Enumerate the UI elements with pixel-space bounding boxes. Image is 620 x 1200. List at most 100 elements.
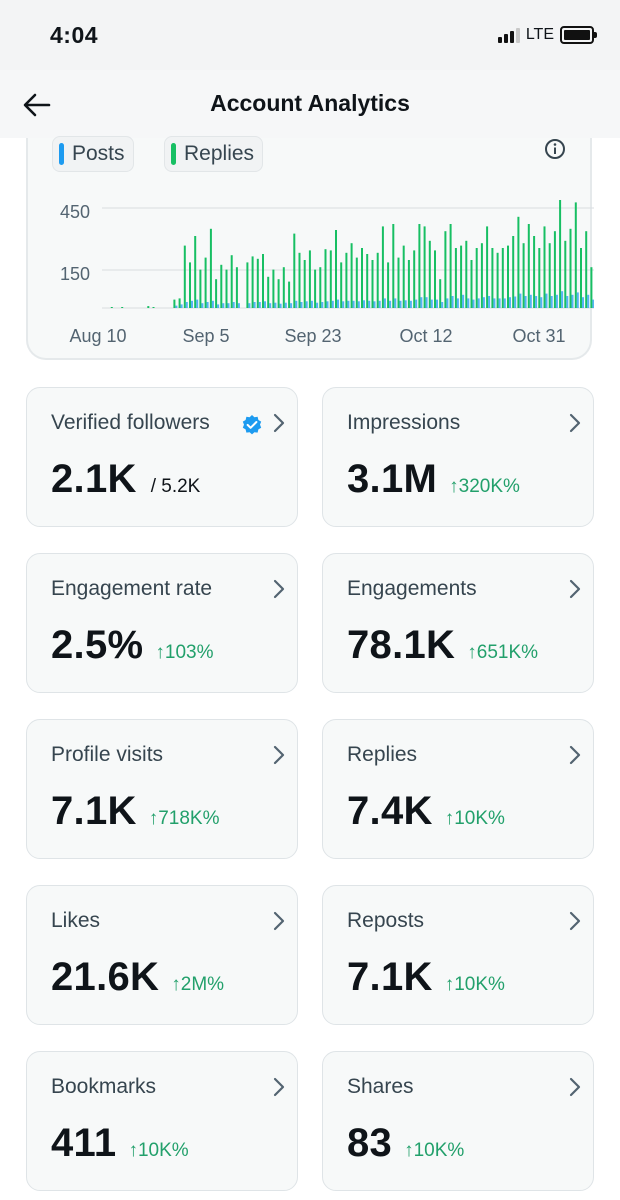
bar-posts xyxy=(576,292,579,308)
bar-posts xyxy=(357,301,360,308)
bar-posts xyxy=(295,300,298,308)
metric-label: Reposts xyxy=(347,909,425,932)
x-tick-label: Aug 10 xyxy=(69,326,126,346)
bar-posts xyxy=(389,300,392,308)
metric-value-row: 7.1K ↑10K% xyxy=(347,955,505,1000)
metric-card-verified-followers[interactable]: Verified followers 2.1K / 5.2K xyxy=(26,387,298,527)
bar-replies xyxy=(580,248,582,308)
bar-replies xyxy=(189,262,191,308)
info-icon[interactable] xyxy=(544,138,566,160)
bar-replies xyxy=(251,256,254,308)
bar-posts xyxy=(415,299,418,308)
bar-posts xyxy=(316,302,319,308)
bar-replies xyxy=(209,228,212,308)
metric-value-row: 2.1K / 5.2K xyxy=(51,457,200,502)
metric-value-row: 7.4K ↑10K% xyxy=(347,789,505,834)
bar-replies xyxy=(434,250,436,308)
metric-card-bookmarks[interactable]: Bookmarks 411 ↑10K% xyxy=(26,1051,298,1191)
bar-replies xyxy=(199,269,202,308)
bar-posts xyxy=(196,299,199,308)
metric-value: 2.5% xyxy=(51,623,144,667)
metric-change: ↑10K% xyxy=(404,1140,465,1161)
metric-card-engagements[interactable]: Engagements 78.1K ↑651K% xyxy=(322,553,594,693)
bar-replies xyxy=(121,307,124,308)
bar-replies xyxy=(585,231,588,308)
bar-replies xyxy=(366,254,369,308)
bar-posts xyxy=(253,302,256,308)
bar-replies xyxy=(246,262,249,308)
bar-posts xyxy=(571,294,574,308)
y-tick-label: 450 xyxy=(60,202,90,222)
bar-replies xyxy=(444,231,447,308)
bar-posts xyxy=(477,298,480,308)
bar-replies xyxy=(407,260,410,308)
bar-replies xyxy=(204,257,207,308)
bar-replies xyxy=(282,267,285,308)
metric-card-profile-visits[interactable]: Profile visits 7.1K ↑718K% xyxy=(26,719,298,859)
bar-replies xyxy=(272,269,275,308)
bar-posts xyxy=(368,300,371,308)
metric-card-shares[interactable]: Shares 83 ↑10K% xyxy=(322,1051,594,1191)
bar-replies xyxy=(501,248,504,308)
analytics-chart-card: Posts Replies 450 150 Aug 10 Sep 5 Sep 2… xyxy=(26,136,594,360)
bar-replies xyxy=(267,276,270,308)
bar-posts xyxy=(498,298,501,308)
legend-posts-label: Posts xyxy=(72,142,125,165)
bar-replies xyxy=(517,216,520,308)
bar-posts xyxy=(456,298,459,308)
bar-posts xyxy=(561,291,564,308)
bar-replies xyxy=(387,262,390,308)
metric-card-reposts[interactable]: Reposts 7.1K ↑10K% xyxy=(322,885,594,1025)
legend-replies-label: Replies xyxy=(184,142,255,165)
metric-card-replies[interactable]: Replies 7.4K ↑10K% xyxy=(322,719,594,859)
bar-posts xyxy=(592,299,594,308)
bar-posts xyxy=(519,293,522,308)
metric-label: Verified followers xyxy=(51,411,210,434)
back-arrow-icon[interactable] xyxy=(22,90,52,120)
bar-posts xyxy=(248,303,251,308)
metric-label: Likes xyxy=(51,909,101,932)
bar-posts xyxy=(352,300,355,308)
bar-replies xyxy=(314,269,317,308)
bar-posts xyxy=(331,300,334,308)
bar-posts xyxy=(175,305,178,308)
bar-posts xyxy=(258,302,261,308)
metric-change: ↑718K% xyxy=(148,808,220,829)
metric-value-row: 78.1K ↑651K% xyxy=(347,623,538,668)
bar-posts xyxy=(269,303,272,308)
bar-posts xyxy=(535,296,538,308)
metric-label: Impressions xyxy=(347,411,461,434)
metric-value-row: 21.6K ↑2M% xyxy=(51,955,224,1000)
bar-replies xyxy=(308,250,311,308)
bar-replies xyxy=(507,245,509,308)
bar-posts xyxy=(503,298,506,308)
bar-posts xyxy=(373,301,376,308)
bar-posts xyxy=(264,301,266,308)
bar-replies xyxy=(173,299,176,308)
bar-replies xyxy=(220,264,223,308)
bar-posts xyxy=(509,297,511,308)
metric-change: ↑10K% xyxy=(444,808,505,829)
metric-card-engagement-rate[interactable]: Engagement rate 2.5% ↑103% xyxy=(26,553,298,693)
bar-posts xyxy=(514,296,517,308)
metric-card-likes[interactable]: Likes 21.6K ↑2M% xyxy=(26,885,298,1025)
metric-label: Engagements xyxy=(347,577,477,600)
bar-replies xyxy=(522,243,525,308)
metric-card-impressions[interactable]: Impressions 3.1M ↑320K% xyxy=(322,387,594,527)
bar-posts xyxy=(211,300,214,308)
legend-posts[interactable]: Posts xyxy=(52,136,134,172)
x-tick-label: Oct 12 xyxy=(399,326,452,346)
legend-replies[interactable]: Replies xyxy=(164,136,264,172)
bar-posts xyxy=(488,296,491,308)
bar-replies xyxy=(183,245,186,308)
bar-replies xyxy=(194,236,197,308)
bar-posts xyxy=(337,299,339,308)
metric-value: 3.1M xyxy=(347,457,438,501)
bar-replies xyxy=(496,252,499,308)
x-tick-label: Oct 31 xyxy=(512,326,565,346)
bar-replies xyxy=(277,279,280,308)
metric-value-row: 83 ↑10K% xyxy=(347,1121,464,1166)
bar-posts xyxy=(550,296,553,308)
bar-replies xyxy=(225,269,228,308)
bar-replies xyxy=(361,248,363,308)
